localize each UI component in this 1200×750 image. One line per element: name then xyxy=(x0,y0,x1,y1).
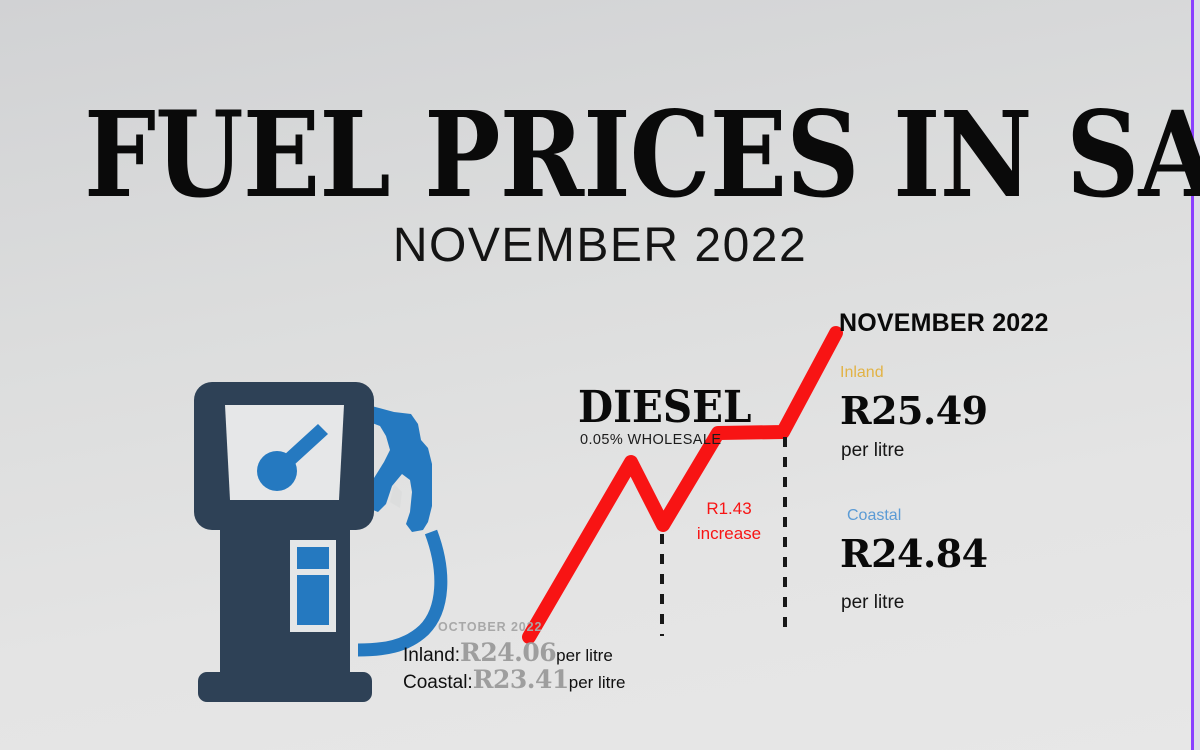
previous-region-inland: Inland: xyxy=(403,645,461,666)
current-price-coastal: R24.84 xyxy=(840,531,988,576)
fuel-pump-icon xyxy=(194,382,448,702)
edge-lavender-strip xyxy=(1194,0,1200,750)
previous-amount-inland: R24.06 xyxy=(460,638,557,667)
fuel-type-title: DIESEL xyxy=(578,382,752,433)
previous-price-row-inland: Inland:R24.06per litre xyxy=(403,640,613,665)
info-panel-stem xyxy=(297,575,329,625)
edge-purple-accent-line xyxy=(1191,0,1194,750)
region-label-coastal: Coastal xyxy=(847,507,902,524)
region-label-inland: Inland xyxy=(840,364,884,381)
nozzle-trigger-cutout xyxy=(390,484,402,508)
info-panel-dot xyxy=(297,547,329,569)
previous-amount-coastal: R23.41 xyxy=(472,665,570,694)
page-title: FUEL PRICES IN SA xyxy=(84,85,1200,224)
previous-price-row-coastal: Coastal:R23.41per litre xyxy=(403,667,625,692)
page-subtitle: NOVEMBER 2022 xyxy=(392,219,808,272)
fuel-nozzle xyxy=(328,400,432,532)
increase-word: increase xyxy=(696,524,762,543)
fuel-pump-illustration xyxy=(178,372,478,702)
current-unit-coastal: per litre xyxy=(841,592,905,613)
current-unit-inland: per litre xyxy=(841,440,905,461)
current-price-inland: R25.49 xyxy=(840,388,988,433)
increase-annotation: R1.43 increase xyxy=(686,496,772,546)
previous-region-coastal: Coastal: xyxy=(403,672,473,693)
trend-line xyxy=(522,326,843,644)
fuel-grade-label: 0.05% WHOLESALE xyxy=(580,432,722,448)
previous-unit-coastal: per litre xyxy=(568,673,626,692)
previous-period-heading: OCTOBER 2022 xyxy=(438,620,543,634)
fuel-hose xyxy=(357,529,448,657)
current-period-heading: NOVEMBER 2022 xyxy=(839,309,1049,337)
increase-amount: R1.43 xyxy=(706,499,752,518)
gauge-hub xyxy=(257,451,297,491)
previous-unit-inland: per litre xyxy=(556,646,613,665)
